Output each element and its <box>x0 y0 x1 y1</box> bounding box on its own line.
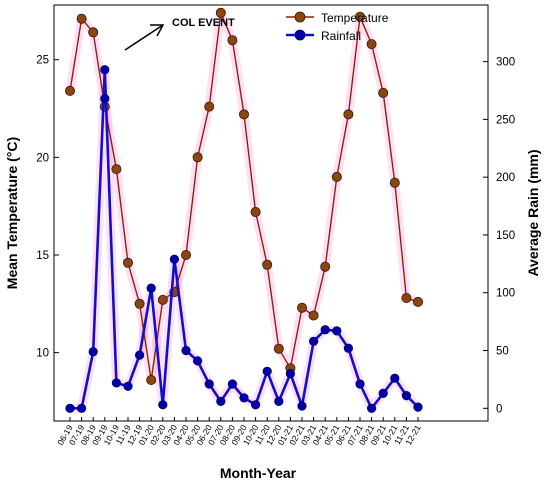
right-y-tick-label: 50 <box>496 346 509 358</box>
plot-frame <box>53 4 489 422</box>
series-rainfall-point <box>355 379 365 389</box>
series-rainfall-point <box>366 403 377 413</box>
series-rainfall-point <box>251 400 261 410</box>
series-temperature-point <box>412 296 423 307</box>
series-rainfall-point <box>378 388 388 398</box>
series-temperature <box>65 7 423 385</box>
series-rainfall-point <box>390 373 400 383</box>
series-rainfall-point <box>204 379 214 389</box>
series-temperature-point <box>296 302 307 313</box>
series-rainfall-point <box>100 65 110 75</box>
series-temperature-point <box>331 171 342 182</box>
right-y-axis: 0 50 100 150 200 250 300 <box>483 57 515 415</box>
series-rainfall-point <box>181 345 191 356</box>
series-rainfall-point <box>123 381 133 391</box>
series-temperature-point <box>389 177 400 188</box>
right-y-tick-label: 0 <box>496 403 502 415</box>
left-y-axis: 10 15 20 25 <box>36 55 59 360</box>
series-temperature-point <box>204 101 215 112</box>
annotation-arrow-shaft <box>124 24 164 51</box>
series-temperature-point <box>366 39 377 50</box>
right-y-tick-label: 150 <box>496 230 515 242</box>
series-temperature-point <box>192 152 203 163</box>
series-temperature-point <box>227 35 238 46</box>
series-temperature-point <box>378 87 389 98</box>
left-y-axis-title: Mean Temperature (°C) <box>4 137 20 289</box>
series-rainfall-point <box>65 403 75 413</box>
annotation-text: COL EVENT <box>172 17 235 29</box>
legend-temperature-label: Temperature <box>321 11 389 25</box>
series-temperature-point <box>320 261 331 272</box>
series-rainfall-point <box>88 347 98 357</box>
series-rainfall-point <box>343 343 353 353</box>
series-rainfall-point <box>227 379 237 389</box>
series-temperature-point <box>401 292 412 303</box>
right-y-axis-title: Average Rain (mm) <box>525 149 541 276</box>
series-rainfall-point <box>216 396 226 406</box>
series-temperature-point <box>273 343 284 354</box>
series-rainfall-point <box>135 350 145 360</box>
series-temperature-point <box>262 259 273 270</box>
series-temperature-point <box>111 164 122 175</box>
series-temperature-point <box>250 206 261 217</box>
annotation-arrow-head <box>150 24 165 37</box>
series-temperature-point <box>343 109 354 120</box>
right-y-tick-label: 300 <box>496 57 515 69</box>
series-temperature-point <box>76 13 87 24</box>
series-temperature-point <box>215 7 226 18</box>
left-y-tick-label: 15 <box>36 250 49 262</box>
series-rainfall-point <box>285 368 295 379</box>
series-rainfall-point <box>239 393 249 403</box>
left-y-tick-label: 20 <box>36 152 49 164</box>
series-rainfall-point <box>320 325 330 335</box>
series-temperature-point <box>180 249 191 260</box>
x-axis-title: Month-Year <box>220 465 297 481</box>
series-temperature-point <box>134 298 145 309</box>
series-temperature-point <box>88 27 99 38</box>
series-rainfall-point <box>169 254 179 264</box>
left-y-tick-label: 25 <box>36 55 49 67</box>
series-temperature-point <box>354 11 365 22</box>
right-y-tick-label: 250 <box>496 114 515 126</box>
right-y-tick-label: 200 <box>496 172 515 184</box>
annotation-col-event: COL EVENT <box>124 17 235 51</box>
series-rainfall-point <box>111 378 122 388</box>
series-rainfall-point <box>146 283 156 293</box>
series-rainfall-point <box>193 356 203 366</box>
legend-temperature-marker <box>294 11 306 23</box>
legend-rainfall-label: Rainfall <box>321 29 361 43</box>
series-temperature-point <box>238 109 249 120</box>
series-layer <box>65 7 423 413</box>
series-rainfall <box>65 65 423 413</box>
series-rainfall-extra-point <box>100 94 110 104</box>
series-rainfall-point <box>77 403 87 413</box>
series-temperature-point <box>123 257 134 268</box>
series-rainfall-point <box>297 401 307 411</box>
legend-rainfall-marker <box>294 29 306 41</box>
left-y-tick-label: 10 <box>36 348 49 360</box>
series-rainfall-point <box>274 396 284 406</box>
series-rainfall-point <box>158 400 168 410</box>
right-y-tick-label: 100 <box>496 288 515 300</box>
series-rainfall-point <box>413 402 423 412</box>
series-temperature-point <box>308 310 319 321</box>
legend: Temperature Rainfall <box>286 11 389 43</box>
series-rainfall-point <box>262 366 272 376</box>
series-temperature-point <box>146 374 157 385</box>
series-rainfall-point <box>332 326 342 336</box>
series-temperature-glow <box>65 8 420 385</box>
series-temperature-point <box>157 294 168 305</box>
series-rainfall-point <box>308 336 319 346</box>
series-temperature-point <box>65 85 76 96</box>
series-rainfall-point <box>401 390 411 401</box>
